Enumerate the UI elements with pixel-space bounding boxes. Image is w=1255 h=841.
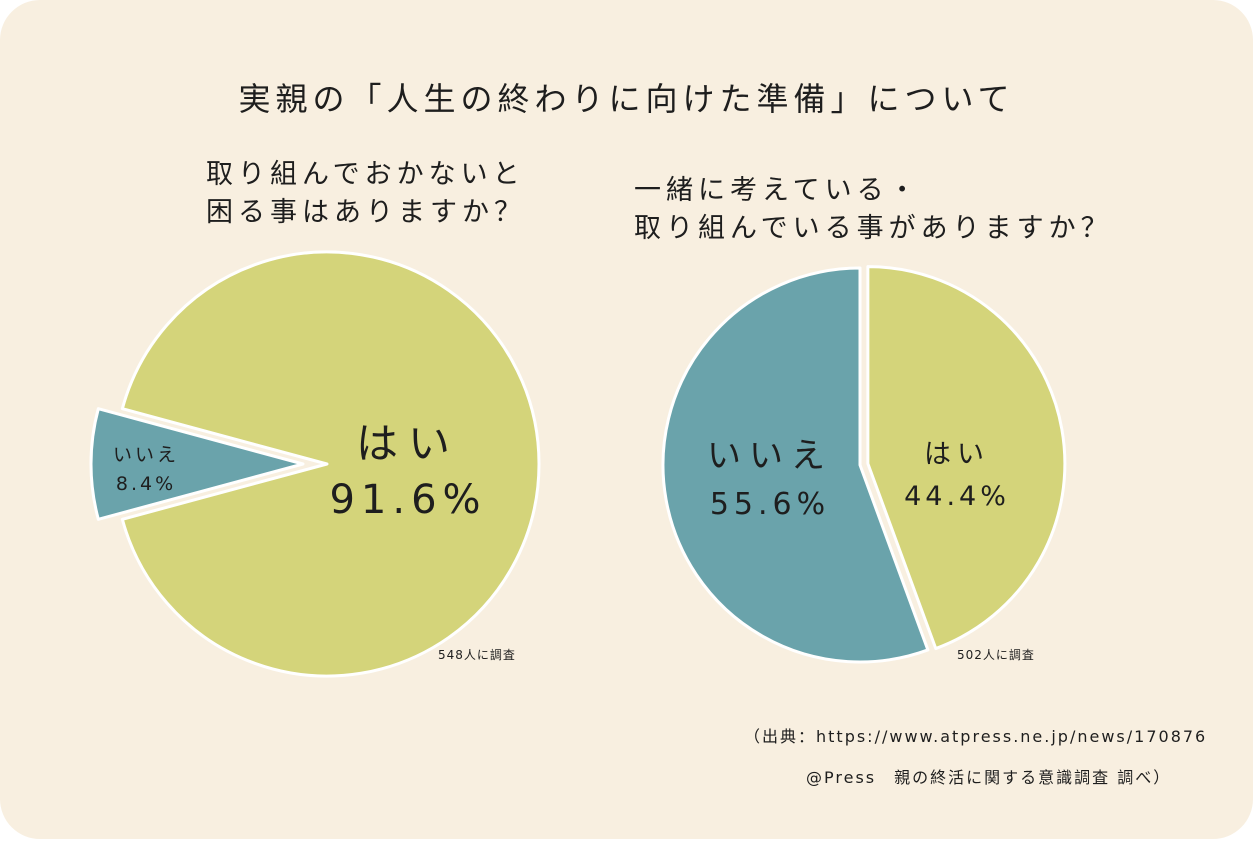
question-2-title: 一緒に考えている・ 取り組んでいる事がありますか？ — [634, 175, 1113, 244]
slice-yes — [866, 265, 1067, 651]
source-line-1: （出典：https://www.atpress.ne.jp/news/17087… — [744, 727, 1208, 746]
question-1-title: 取り組んでおかないと 困る事はありますか？ — [206, 159, 526, 228]
slice-name: はい — [924, 439, 990, 470]
chart-2-no-label: いいえ 55.6% — [707, 428, 833, 522]
slice-no — [89, 407, 305, 521]
main-title: 実親の「人生の終わりに向けた準備」について — [238, 80, 1015, 118]
slice-name: いいえ — [707, 436, 833, 476]
slice-name: はい — [355, 419, 461, 468]
slice-yes — [120, 250, 541, 678]
chart-1-respondents: 548人に調査 — [438, 648, 516, 662]
chart-2-yes-label: はい 44.4% — [904, 432, 1010, 512]
slice-percent: 44.4% — [904, 481, 1010, 512]
slice-percent: 8.4% — [115, 473, 177, 495]
slice-no — [661, 266, 930, 664]
slice-percent: 91.6% — [329, 477, 487, 523]
chart-1-yes-label: はい 91.6% — [329, 410, 486, 523]
source-line-2: @Press 親の終活に関する意識調査 調べ） — [806, 768, 1172, 787]
slice-percent: 55.6% — [709, 487, 831, 522]
chart-1-no-label: いいえ 8.4% — [113, 440, 179, 495]
chart-2-respondents: 502人に調査 — [957, 648, 1035, 662]
slice-name: いいえ — [112, 444, 180, 466]
